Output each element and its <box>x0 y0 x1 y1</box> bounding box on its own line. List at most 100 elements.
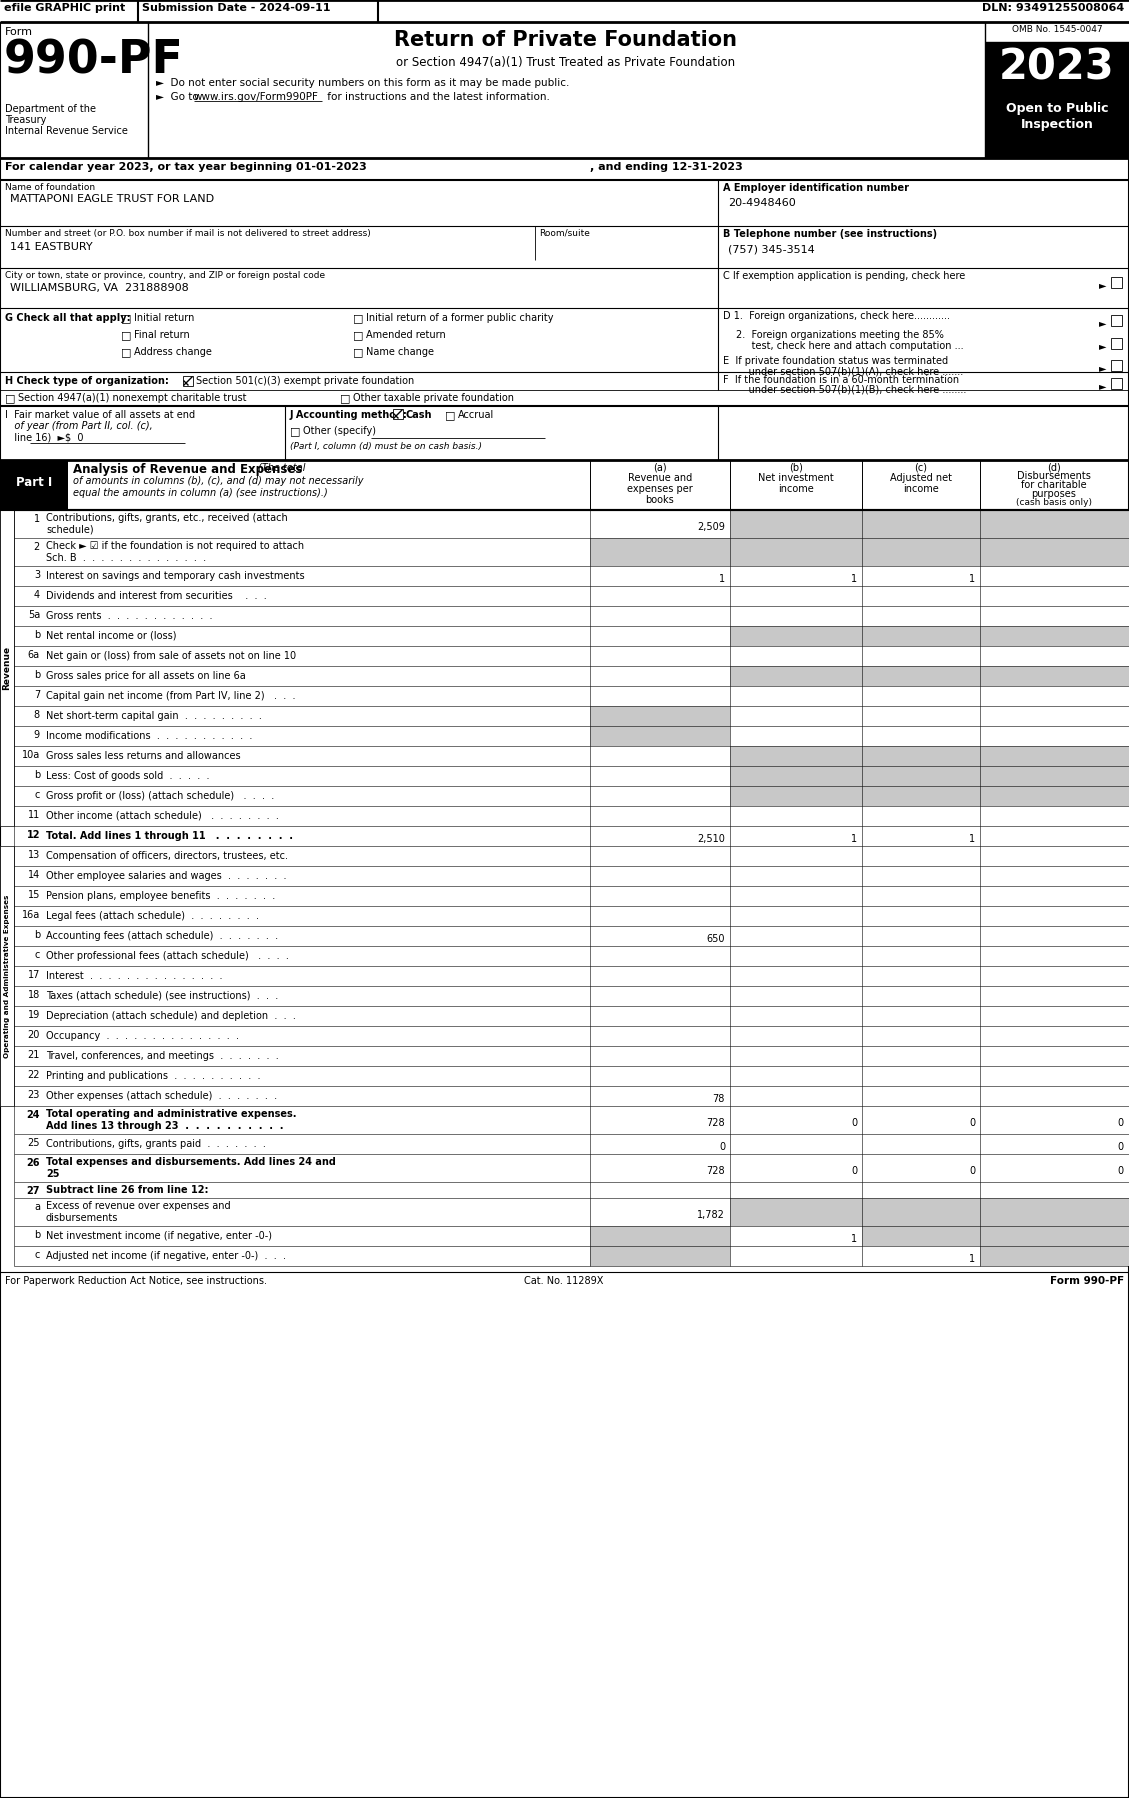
Bar <box>984 22 1129 41</box>
Text: 27: 27 <box>26 1187 40 1196</box>
Bar <box>730 1066 863 1086</box>
Text: ►  Go to: ► Go to <box>156 92 202 102</box>
Text: 0: 0 <box>969 1165 975 1176</box>
Bar <box>863 538 980 566</box>
Text: (cash basis only): (cash basis only) <box>1016 498 1092 507</box>
Text: □: □ <box>445 410 455 421</box>
Bar <box>730 1027 863 1046</box>
Text: Occupancy  .  .  .  .  .  .  .  .  .  .  .  .  .  .  .: Occupancy . . . . . . . . . . . . . . . <box>46 1030 239 1041</box>
Text: Net investment income (if negative, enter -0-): Net investment income (if negative, ente… <box>46 1232 272 1241</box>
Bar <box>590 1106 730 1135</box>
Bar <box>863 1027 980 1046</box>
Bar <box>980 1007 1129 1027</box>
Text: □: □ <box>353 347 364 358</box>
Bar <box>730 1106 863 1135</box>
Text: Depreciation (attach schedule) and depletion  .  .  .: Depreciation (attach schedule) and deple… <box>46 1010 296 1021</box>
Bar <box>730 926 863 946</box>
Bar <box>590 906 730 926</box>
Text: under section 507(b)(1)(A), check here .......: under section 507(b)(1)(A), check here .… <box>736 367 963 376</box>
Bar <box>730 806 863 825</box>
Bar <box>590 707 730 726</box>
Text: books: books <box>646 494 674 505</box>
Text: ►  Do not enter social security numbers on this form as it may be made public.: ► Do not enter social security numbers o… <box>156 77 569 88</box>
Text: Treasury: Treasury <box>5 115 46 126</box>
Text: Cat. No. 11289X: Cat. No. 11289X <box>524 1277 604 1286</box>
Text: D 1.  Foreign organizations, check here............: D 1. Foreign organizations, check here..… <box>723 311 949 322</box>
Bar <box>980 1135 1129 1154</box>
Text: Total. Add lines 1 through 11   .  .  .  .  .  .  .  .: Total. Add lines 1 through 11 . . . . . … <box>46 831 294 841</box>
Text: Room/suite: Room/suite <box>539 228 589 237</box>
Bar <box>590 1226 730 1246</box>
Bar <box>863 566 980 586</box>
Bar <box>863 1181 980 1197</box>
Bar <box>590 606 730 626</box>
Text: Travel, conferences, and meetings  .  .  .  .  .  .  .: Travel, conferences, and meetings . . . … <box>46 1052 279 1061</box>
Bar <box>863 1106 980 1135</box>
Bar <box>980 906 1129 926</box>
Bar <box>980 867 1129 886</box>
Bar <box>980 1046 1129 1066</box>
Text: a: a <box>34 1203 40 1212</box>
Bar <box>730 1181 863 1197</box>
Text: (b): (b) <box>789 462 803 473</box>
Text: 4: 4 <box>34 590 40 601</box>
Bar <box>980 946 1129 966</box>
Text: Net investment: Net investment <box>759 473 834 484</box>
Bar <box>1111 338 1122 349</box>
Text: line 16)  ►$  0: line 16) ►$ 0 <box>5 432 84 442</box>
Text: H Check type of organization:: H Check type of organization: <box>5 376 169 387</box>
Bar <box>980 665 1129 687</box>
Text: disbursements: disbursements <box>46 1214 119 1223</box>
Text: (d): (d) <box>1047 462 1061 473</box>
Text: (a): (a) <box>654 462 667 473</box>
Text: Internal Revenue Service: Internal Revenue Service <box>5 126 128 137</box>
Text: For Paperwork Reduction Act Notice, see instructions.: For Paperwork Reduction Act Notice, see … <box>5 1277 266 1286</box>
Text: 0: 0 <box>1118 1142 1124 1153</box>
Bar <box>863 847 980 867</box>
Text: 22: 22 <box>27 1070 40 1081</box>
Text: 0: 0 <box>851 1165 857 1176</box>
Text: Interest  .  .  .  .  .  .  .  .  .  .  .  .  .  .  .: Interest . . . . . . . . . . . . . . . <box>46 971 222 982</box>
Bar <box>980 847 1129 867</box>
Text: Form 990-PF: Form 990-PF <box>1050 1277 1124 1286</box>
Bar <box>590 726 730 746</box>
Bar <box>863 687 980 707</box>
Text: Pension plans, employee benefits  .  .  .  .  .  .  .: Pension plans, employee benefits . . . .… <box>46 892 275 901</box>
Bar <box>590 1135 730 1154</box>
Text: 1: 1 <box>969 834 975 843</box>
Text: 24: 24 <box>26 1109 40 1120</box>
Bar <box>0 0 1129 22</box>
Bar <box>980 1154 1129 1181</box>
Bar <box>730 626 863 645</box>
Bar <box>984 41 1129 158</box>
Text: 8: 8 <box>34 710 40 719</box>
Bar <box>730 1135 863 1154</box>
Text: 78: 78 <box>712 1093 725 1104</box>
Text: b: b <box>34 930 40 940</box>
Text: Net rental income or (loss): Net rental income or (loss) <box>46 631 176 642</box>
Bar <box>1111 277 1122 288</box>
Bar <box>730 786 863 806</box>
Text: or Section 4947(a)(1) Trust Treated as Private Foundation: or Section 4947(a)(1) Trust Treated as P… <box>396 56 736 68</box>
Text: Total expenses and disbursements. Add lines 24 and: Total expenses and disbursements. Add li… <box>46 1156 335 1167</box>
Text: □: □ <box>290 426 300 435</box>
Text: 12: 12 <box>26 831 40 840</box>
Bar <box>590 566 730 586</box>
Bar <box>863 586 980 606</box>
Text: of amounts in columns (b), (c), and (d) may not necessarily: of amounts in columns (b), (c), and (d) … <box>73 476 364 485</box>
Text: Adjusted net income (if negative, enter -0-)  .  .  .: Adjusted net income (if negative, enter … <box>46 1251 286 1260</box>
Bar <box>863 746 980 766</box>
Text: 650: 650 <box>707 933 725 944</box>
Text: Less: Cost of goods sold  .  .  .  .  .: Less: Cost of goods sold . . . . . <box>46 771 210 780</box>
Bar <box>0 511 14 825</box>
Text: C If exemption application is pending, check here: C If exemption application is pending, c… <box>723 271 965 280</box>
Text: City or town, state or province, country, and ZIP or foreign postal code: City or town, state or province, country… <box>5 271 325 280</box>
Text: Total operating and administrative expenses.: Total operating and administrative expen… <box>46 1109 297 1118</box>
Text: A Employer identification number: A Employer identification number <box>723 183 909 192</box>
Bar <box>980 886 1129 906</box>
Text: Disbursements: Disbursements <box>1017 471 1091 482</box>
Text: E  If private foundation status was terminated: E If private foundation status was termi… <box>723 356 948 367</box>
Text: □: □ <box>5 394 16 403</box>
Bar <box>863 926 980 946</box>
Bar <box>590 886 730 906</box>
